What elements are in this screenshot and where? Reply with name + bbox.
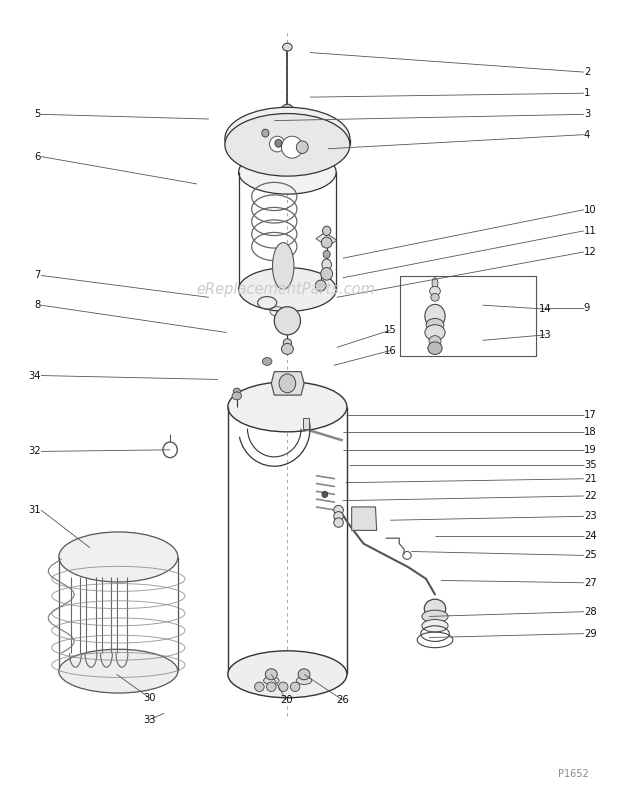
Text: 12: 12 — [584, 247, 596, 257]
Polygon shape — [316, 232, 337, 247]
Ellipse shape — [323, 251, 330, 259]
Text: 35: 35 — [584, 460, 596, 471]
Ellipse shape — [225, 107, 350, 170]
Text: 26: 26 — [337, 695, 349, 705]
Ellipse shape — [59, 650, 178, 693]
Ellipse shape — [430, 286, 440, 296]
Ellipse shape — [281, 136, 303, 158]
Text: 24: 24 — [584, 531, 596, 541]
Ellipse shape — [233, 388, 241, 394]
Ellipse shape — [422, 610, 448, 622]
Ellipse shape — [262, 358, 272, 365]
Text: 34: 34 — [29, 370, 41, 381]
Text: 6: 6 — [35, 152, 41, 161]
Ellipse shape — [283, 339, 291, 346]
Ellipse shape — [264, 677, 279, 685]
Ellipse shape — [281, 105, 293, 115]
Ellipse shape — [279, 374, 296, 393]
Text: 3: 3 — [584, 109, 590, 120]
Text: 18: 18 — [584, 427, 596, 437]
Ellipse shape — [334, 518, 343, 527]
Text: 2: 2 — [584, 67, 590, 77]
Text: 9: 9 — [584, 302, 590, 313]
Text: eReplacementParts.com: eReplacementParts.com — [197, 282, 376, 297]
Ellipse shape — [321, 237, 332, 248]
Polygon shape — [303, 418, 309, 429]
Ellipse shape — [255, 682, 264, 692]
Ellipse shape — [322, 226, 331, 235]
Text: 1: 1 — [584, 89, 590, 98]
Text: 25: 25 — [584, 551, 596, 560]
Ellipse shape — [322, 492, 328, 497]
Text: 29: 29 — [584, 629, 596, 638]
Ellipse shape — [426, 318, 444, 331]
Text: 4: 4 — [584, 129, 590, 140]
Ellipse shape — [425, 325, 445, 341]
Ellipse shape — [334, 505, 343, 515]
Ellipse shape — [296, 677, 312, 685]
Text: 10: 10 — [584, 205, 596, 215]
Ellipse shape — [290, 682, 300, 692]
Ellipse shape — [270, 136, 285, 152]
Ellipse shape — [274, 306, 301, 335]
Ellipse shape — [59, 532, 178, 582]
Text: 20: 20 — [280, 695, 293, 705]
Ellipse shape — [281, 343, 293, 354]
Ellipse shape — [225, 113, 350, 176]
Text: 30: 30 — [143, 693, 156, 703]
Polygon shape — [272, 372, 304, 395]
Text: 16: 16 — [384, 346, 397, 356]
Text: 31: 31 — [29, 505, 41, 515]
Ellipse shape — [296, 141, 308, 153]
Ellipse shape — [273, 243, 294, 290]
Ellipse shape — [239, 267, 336, 311]
Ellipse shape — [239, 150, 336, 194]
Ellipse shape — [321, 267, 332, 280]
Text: 14: 14 — [539, 304, 551, 314]
Text: 33: 33 — [143, 715, 156, 725]
Ellipse shape — [278, 682, 288, 692]
Ellipse shape — [275, 140, 282, 147]
Ellipse shape — [429, 336, 441, 346]
Text: 23: 23 — [584, 512, 596, 521]
Ellipse shape — [262, 129, 269, 137]
Text: 8: 8 — [35, 300, 41, 310]
Ellipse shape — [283, 43, 292, 51]
Ellipse shape — [228, 651, 347, 697]
Text: 27: 27 — [584, 578, 596, 588]
Text: 13: 13 — [539, 330, 551, 340]
Ellipse shape — [232, 392, 242, 400]
Text: 32: 32 — [29, 446, 41, 456]
Text: 21: 21 — [584, 474, 596, 484]
Ellipse shape — [425, 304, 445, 328]
Ellipse shape — [334, 512, 343, 521]
FancyBboxPatch shape — [401, 276, 536, 356]
Text: P1652: P1652 — [558, 769, 588, 780]
Ellipse shape — [267, 682, 276, 692]
Text: 19: 19 — [584, 444, 596, 455]
Ellipse shape — [428, 342, 442, 354]
Polygon shape — [352, 507, 377, 531]
Text: 5: 5 — [35, 109, 41, 120]
Ellipse shape — [424, 599, 446, 618]
Ellipse shape — [322, 259, 332, 270]
Text: 11: 11 — [584, 226, 596, 236]
Ellipse shape — [431, 294, 439, 301]
Text: 17: 17 — [584, 409, 596, 420]
Text: 28: 28 — [584, 606, 596, 617]
Ellipse shape — [422, 619, 448, 632]
Ellipse shape — [265, 669, 277, 680]
Text: 15: 15 — [384, 325, 397, 335]
Text: 7: 7 — [35, 271, 41, 280]
Text: 22: 22 — [584, 491, 596, 501]
Ellipse shape — [280, 110, 295, 120]
Ellipse shape — [432, 278, 438, 289]
Ellipse shape — [316, 280, 326, 291]
Ellipse shape — [228, 381, 347, 432]
Ellipse shape — [298, 669, 310, 680]
